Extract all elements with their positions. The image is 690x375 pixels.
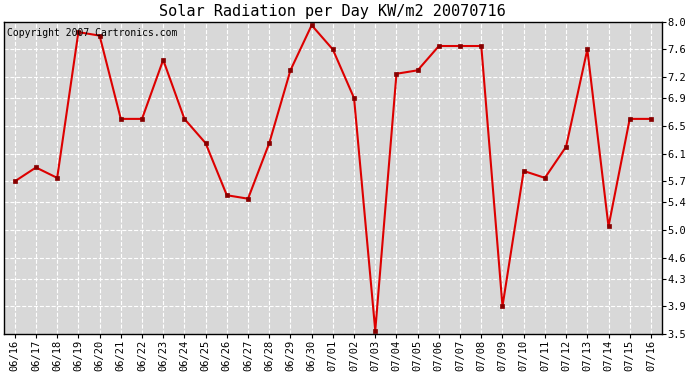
Title: Solar Radiation per Day KW/m2 20070716: Solar Radiation per Day KW/m2 20070716 xyxy=(159,4,506,19)
Text: Copyright 2007 Cartronics.com: Copyright 2007 Cartronics.com xyxy=(8,28,178,38)
